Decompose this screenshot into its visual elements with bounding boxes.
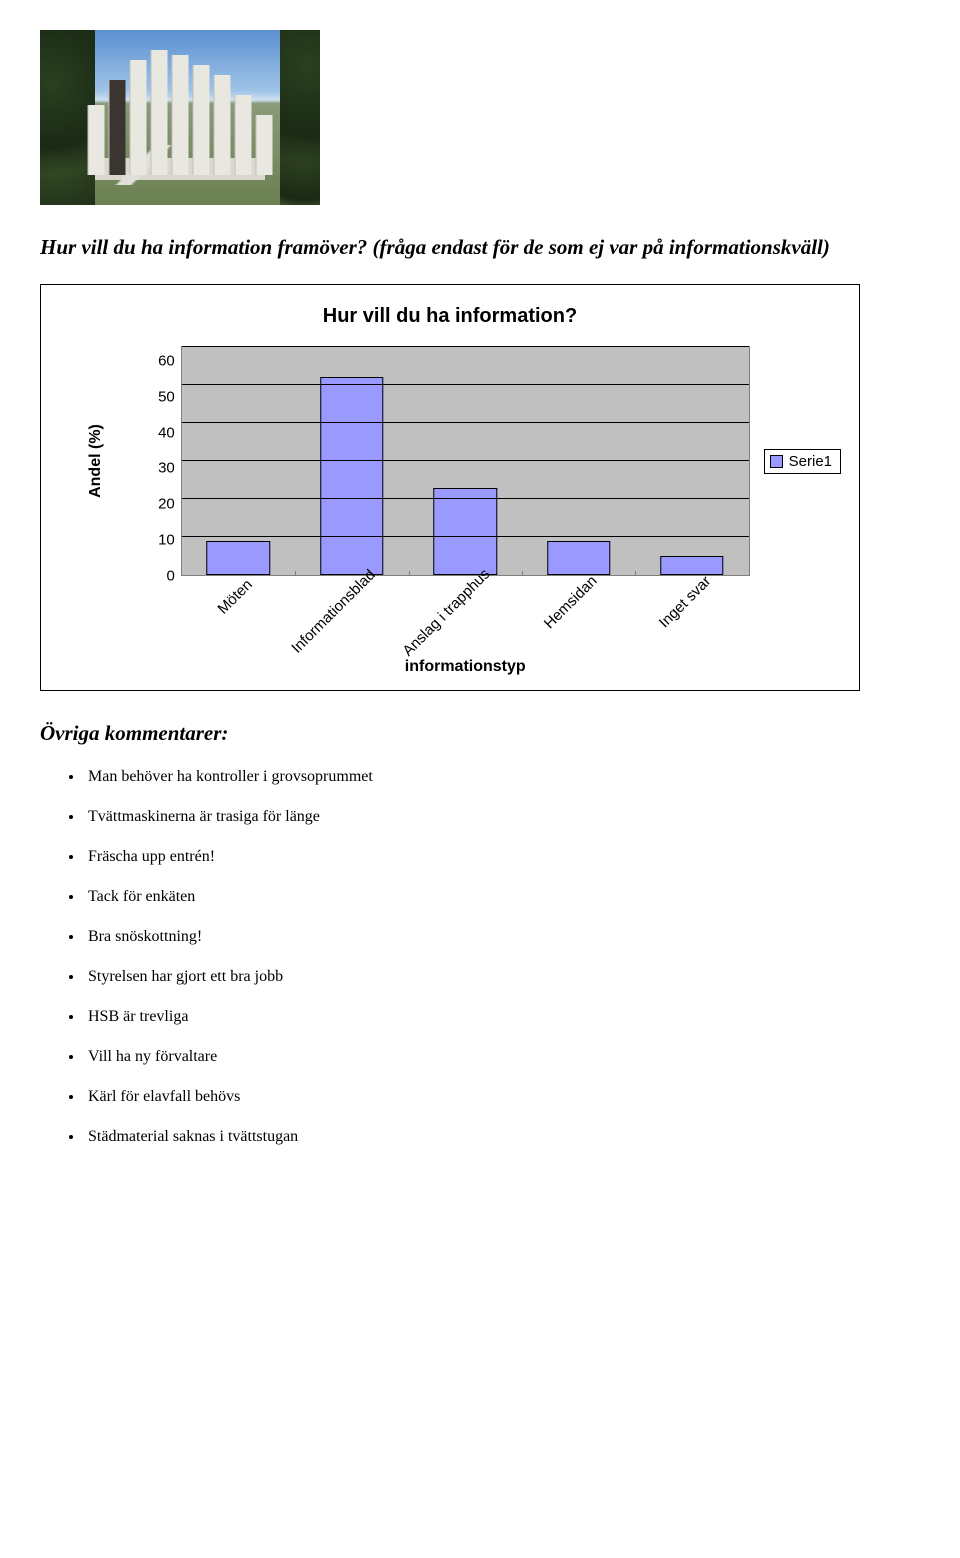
chart-bar bbox=[547, 541, 610, 575]
chart-yticks: 0102030405060 bbox=[147, 346, 175, 576]
chart-bar bbox=[207, 541, 270, 575]
comments-list: Man behöver ha kontroller i grovsoprumme… bbox=[40, 768, 920, 1146]
chart-ylabel: Andel (%) bbox=[87, 424, 105, 498]
chart-xaxis-title: informationstyp bbox=[181, 658, 750, 676]
chart-legend: Serie1 bbox=[764, 449, 841, 474]
chart-xlabel: Anslag i trapphus bbox=[400, 566, 494, 660]
comment-item: Tvättmaskinerna är trasiga för länge bbox=[84, 808, 920, 826]
legend-label: Serie1 bbox=[789, 453, 832, 470]
chart-ytick: 50 bbox=[147, 389, 175, 404]
chart-xlabel: Möten bbox=[214, 576, 256, 618]
comment-item: Vill ha ny förvaltare bbox=[84, 1048, 920, 1066]
chart-plot-area bbox=[181, 346, 750, 576]
chart-xlabel: Informationsblad bbox=[289, 566, 379, 656]
comments-heading: Övriga kommentarer: bbox=[40, 721, 920, 746]
comment-item: Styrelsen har gjort ett bra jobb bbox=[84, 968, 920, 986]
comment-item: Bra snöskottning! bbox=[84, 928, 920, 946]
chart-ytick: 0 bbox=[147, 568, 175, 583]
chart-ytick: 40 bbox=[147, 425, 175, 440]
chart-xlabel: Hemsidan bbox=[541, 572, 601, 632]
legend-swatch bbox=[770, 455, 783, 468]
chart-xlabel: Inget svar bbox=[655, 573, 714, 632]
comment-item: Fräscha upp entrén! bbox=[84, 848, 920, 866]
chart-ylabel-wrap: Andel (%) bbox=[59, 346, 133, 576]
comment-item: HSB är trevliga bbox=[84, 1008, 920, 1026]
comment-item: Städmaterial saknas i tvättstugan bbox=[84, 1128, 920, 1146]
chart-ytick: 30 bbox=[147, 461, 175, 476]
comment-item: Kärl för elavfall behövs bbox=[84, 1088, 920, 1106]
chart-bar bbox=[433, 488, 496, 575]
chart-ytick: 60 bbox=[147, 354, 175, 369]
chart-bar bbox=[660, 556, 723, 575]
chart-ytick: 10 bbox=[147, 533, 175, 548]
chart-title: Hur vill du ha information? bbox=[59, 305, 841, 328]
page-question-heading: Hur vill du ha information framöver? (fr… bbox=[40, 235, 920, 260]
chart-frame: Hur vill du ha information? Andel (%) 0 1… bbox=[40, 284, 860, 691]
comment-item: Man behöver ha kontroller i grovsoprumme… bbox=[84, 768, 920, 786]
chart-bar bbox=[320, 377, 383, 575]
header-photo bbox=[40, 30, 320, 205]
comment-item: Tack för enkäten bbox=[84, 888, 920, 906]
chart-ytick: 20 bbox=[147, 497, 175, 512]
chart-xlabels: MötenInformationsbladAnslag i trapphusHe… bbox=[181, 576, 750, 656]
